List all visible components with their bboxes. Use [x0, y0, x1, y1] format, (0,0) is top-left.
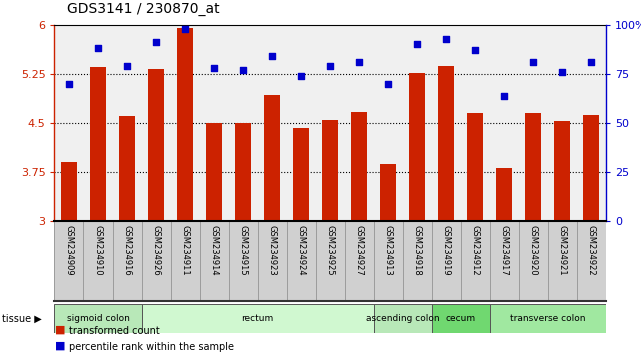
Point — [267, 53, 277, 59]
Point — [441, 36, 451, 41]
Point — [122, 63, 132, 69]
Bar — [61, 162, 77, 354]
Text: GSM234923: GSM234923 — [267, 225, 276, 276]
Point — [209, 65, 219, 71]
Bar — [142, 304, 374, 333]
Text: GDS3141 / 230870_at: GDS3141 / 230870_at — [67, 2, 220, 16]
Text: ascending colon: ascending colon — [366, 314, 440, 323]
Text: GSM234916: GSM234916 — [122, 225, 131, 276]
Bar — [583, 114, 599, 354]
Bar — [525, 113, 541, 354]
Text: GSM234909: GSM234909 — [65, 225, 74, 276]
Bar — [148, 69, 164, 354]
Text: GSM234927: GSM234927 — [354, 225, 363, 276]
Point — [383, 81, 394, 87]
Bar — [264, 95, 280, 354]
Point — [412, 41, 422, 47]
Text: ■: ■ — [54, 325, 65, 335]
Text: GSM234919: GSM234919 — [442, 225, 451, 276]
Point — [180, 26, 190, 32]
Text: ■: ■ — [54, 341, 65, 350]
Text: transformed count: transformed count — [69, 326, 160, 336]
Bar — [322, 120, 338, 354]
Bar — [54, 304, 142, 333]
Text: transverse colon: transverse colon — [510, 314, 585, 323]
Text: sigmoid colon: sigmoid colon — [67, 314, 129, 323]
Point — [64, 81, 74, 87]
Bar — [119, 116, 135, 354]
Bar — [467, 113, 483, 354]
Bar — [235, 123, 251, 354]
Text: GSM234921: GSM234921 — [558, 225, 567, 276]
Point — [238, 67, 248, 73]
Text: GSM234911: GSM234911 — [181, 225, 190, 276]
Text: rectum: rectum — [242, 314, 274, 323]
Text: GSM234917: GSM234917 — [500, 225, 509, 276]
Text: GSM234912: GSM234912 — [470, 225, 479, 276]
Point — [470, 47, 480, 53]
Point — [296, 73, 306, 79]
Text: GSM234914: GSM234914 — [210, 225, 219, 276]
Text: GSM234924: GSM234924 — [297, 225, 306, 276]
Bar — [554, 121, 570, 354]
Bar — [90, 67, 106, 354]
Point — [151, 40, 161, 45]
Point — [557, 69, 567, 75]
Bar — [351, 112, 367, 354]
Bar — [206, 123, 222, 354]
Point — [586, 59, 596, 65]
Text: tissue ▶: tissue ▶ — [2, 314, 42, 324]
Bar — [438, 66, 454, 354]
Bar — [374, 304, 431, 333]
Text: GSM234913: GSM234913 — [384, 225, 393, 276]
Bar — [490, 304, 606, 333]
Text: GSM234915: GSM234915 — [238, 225, 247, 276]
Point — [93, 46, 103, 51]
Text: GSM234910: GSM234910 — [94, 225, 103, 276]
Bar — [293, 127, 309, 354]
Text: percentile rank within the sample: percentile rank within the sample — [69, 342, 233, 352]
Bar — [431, 304, 490, 333]
Text: GSM234922: GSM234922 — [587, 225, 595, 276]
Bar — [177, 28, 193, 354]
Bar — [380, 164, 396, 354]
Text: GSM234918: GSM234918 — [413, 225, 422, 276]
Bar — [496, 168, 512, 354]
Text: GSM234926: GSM234926 — [151, 225, 160, 276]
Text: cecum: cecum — [445, 314, 476, 323]
Text: GSM234920: GSM234920 — [529, 225, 538, 276]
Point — [354, 59, 364, 65]
Bar — [409, 73, 425, 354]
Point — [325, 63, 335, 69]
Point — [528, 59, 538, 65]
Text: GSM234925: GSM234925 — [326, 225, 335, 276]
Point — [499, 93, 510, 98]
